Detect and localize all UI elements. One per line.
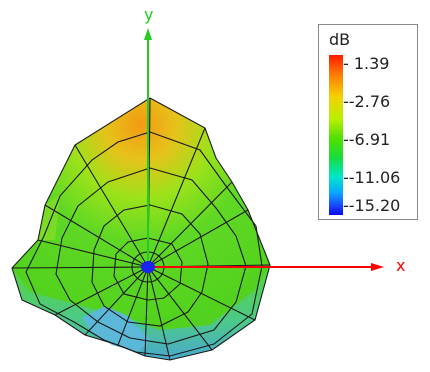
legend-tick: --15.20 bbox=[343, 196, 401, 215]
y-axis-arrowhead bbox=[144, 28, 152, 40]
y-axis-label: y bbox=[144, 5, 153, 24]
legend-tick: - 1.39 bbox=[343, 54, 390, 73]
x-axis-label: x bbox=[396, 256, 405, 275]
legend-tick: --6.91 bbox=[343, 130, 391, 149]
pattern-surface-left-lobe bbox=[38, 195, 60, 240]
origin-marker bbox=[141, 261, 155, 273]
x-axis-arrowhead bbox=[371, 263, 384, 271]
legend-tick: --11.06 bbox=[343, 168, 401, 187]
color-legend: dB - 1.39 --2.76 --6.91 --11.06 --15.20 bbox=[318, 24, 418, 220]
legend-tick: --2.76 bbox=[343, 92, 391, 111]
pattern-surface-body bbox=[12, 98, 270, 360]
legend-title: dB bbox=[329, 30, 351, 49]
pattern-surface-cavity bbox=[82, 306, 150, 352]
pattern-mesh bbox=[11, 97, 271, 361]
legend-colorbar bbox=[329, 55, 343, 215]
pattern-surface-underside bbox=[12, 265, 270, 360]
